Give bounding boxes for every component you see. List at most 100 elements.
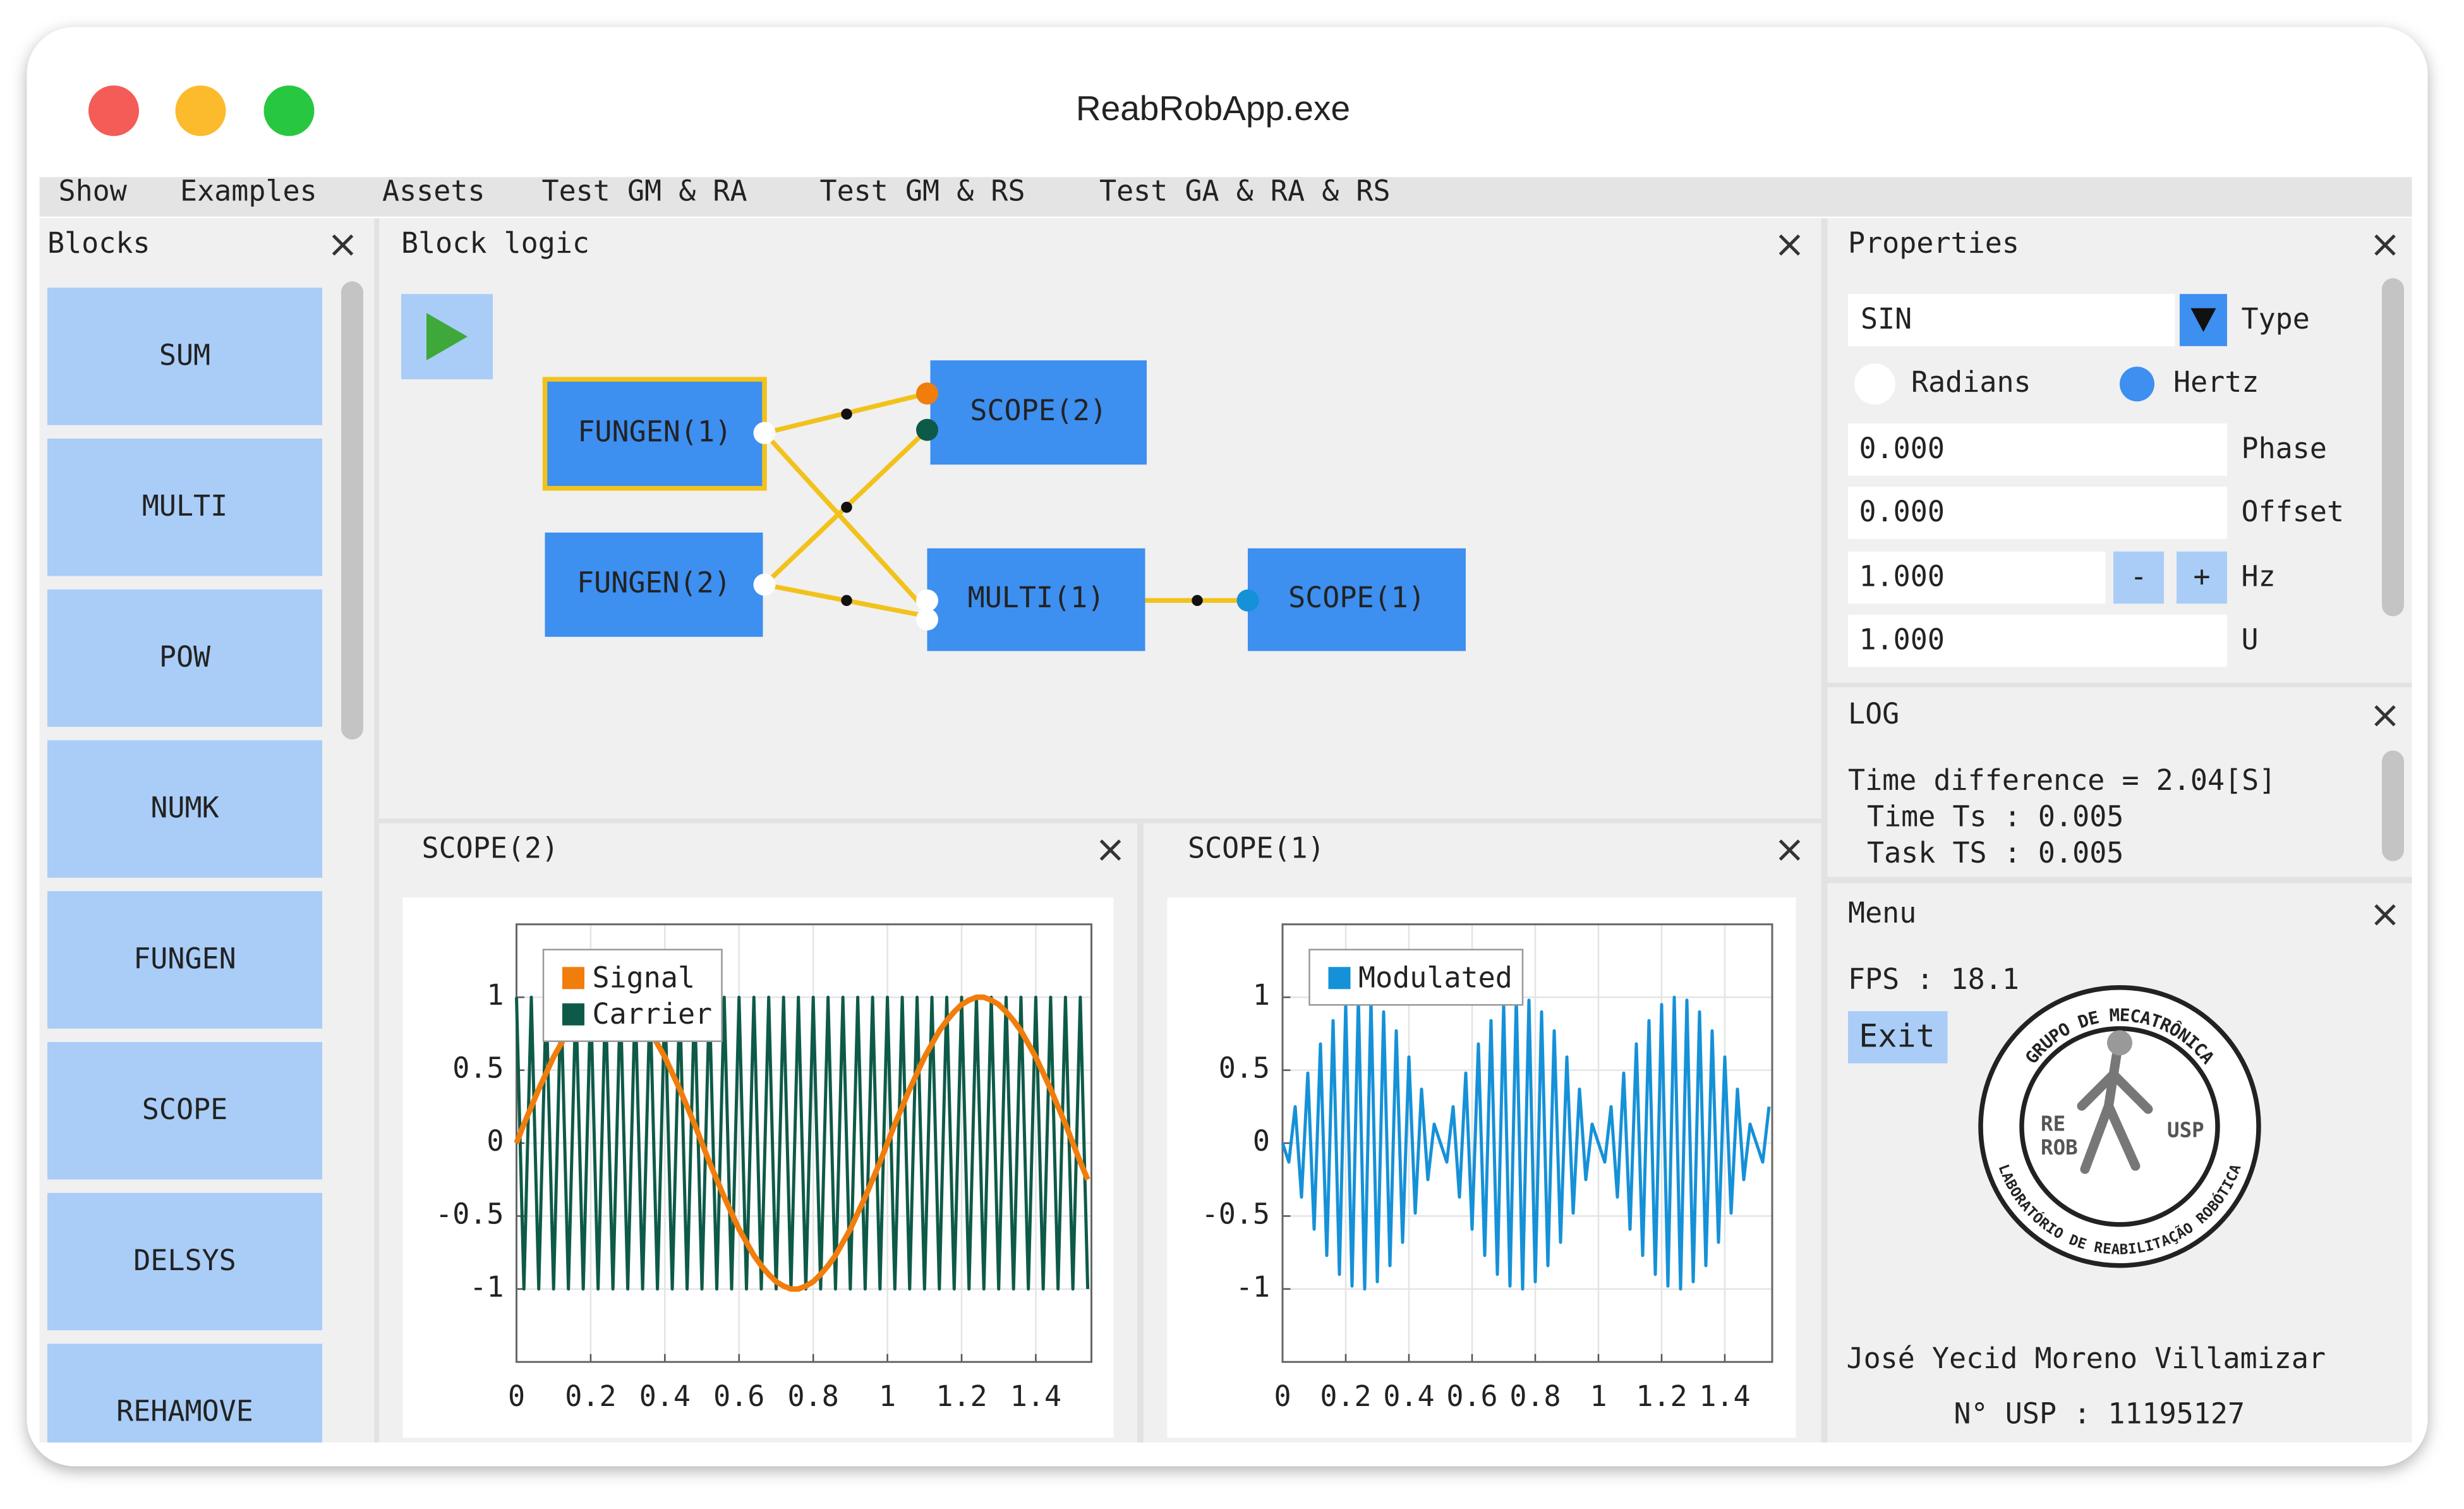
block-button[interactable] <box>47 891 322 1029</box>
scrollbar[interactable] <box>2382 278 2404 617</box>
block-button[interactable] <box>47 1042 322 1180</box>
node[interactable] <box>927 548 1145 651</box>
x-tick-label: 0.4 <box>639 1379 691 1413</box>
port <box>753 421 776 444</box>
block-label: NUMK <box>150 791 219 825</box>
type-value: SIN <box>1861 302 1912 336</box>
block-label: SUM <box>159 338 210 372</box>
input-field[interactable] <box>1848 423 2227 476</box>
x-tick-label: 0.8 <box>1509 1379 1561 1413</box>
node[interactable] <box>1248 548 1466 651</box>
node-label: MULTI(1) <box>968 581 1105 614</box>
panel-divider <box>379 818 1821 823</box>
menu-item[interactable]: Test GA & RA & RS <box>1099 174 1391 207</box>
menu-item[interactable]: Show <box>59 174 128 207</box>
log-line: Time difference = 2.04[S] <box>1848 763 2276 797</box>
close-button[interactable] <box>1779 839 1801 861</box>
decrement-button[interactable] <box>2113 551 2164 604</box>
logo-text: ROB <box>2041 1136 2078 1160</box>
close-icon <box>1099 839 1121 861</box>
exit-button[interactable] <box>1848 1011 1948 1064</box>
legend-label: Carrier <box>593 997 713 1031</box>
menu-item[interactable]: Assets <box>382 174 485 207</box>
y-tick-label: -0.5 <box>1202 1197 1270 1230</box>
connection-dot <box>1192 595 1203 606</box>
legend-box <box>542 948 723 1042</box>
close-button[interactable] <box>2374 705 2396 727</box>
y-tick-label: -0.5 <box>435 1197 504 1230</box>
panel-title: SCOPE(2) <box>422 831 559 864</box>
block-button[interactable] <box>47 740 322 878</box>
block-button[interactable] <box>47 439 322 576</box>
close-icon <box>2374 904 2396 926</box>
port <box>1236 589 1259 612</box>
input-field[interactable] <box>1848 614 2227 667</box>
x-tick-label: 1.4 <box>1010 1379 1061 1413</box>
close-button[interactable] <box>332 234 354 256</box>
panel-title: SCOPE(1) <box>1188 831 1325 864</box>
connection-dot <box>841 595 852 606</box>
close-button[interactable] <box>2374 904 2396 926</box>
x-tick-label: 1 <box>1590 1379 1607 1413</box>
maximize-window[interactable] <box>263 85 315 136</box>
node-label: SCOPE(2) <box>970 394 1107 427</box>
usp-number: N° USP : 11195127 <box>1954 1397 2245 1430</box>
port <box>916 589 938 612</box>
port <box>753 573 776 596</box>
scrollbar[interactable] <box>2382 750 2404 861</box>
close-icon <box>2374 705 2396 727</box>
legend-swatch <box>562 967 584 990</box>
field-label: Offset <box>2242 495 2345 528</box>
x-tick-label: 0.6 <box>1446 1379 1497 1413</box>
type-select[interactable] <box>1848 294 2175 346</box>
decrement-label: - <box>2130 559 2147 593</box>
panel-title: Menu <box>1848 896 1916 930</box>
block-label: FUNGEN <box>133 942 236 975</box>
panel-divider <box>1827 682 2412 688</box>
menu-item[interactable]: Test GM & RS <box>820 174 1025 207</box>
author-name: José Yecid Moreno Villamizar <box>1847 1342 2326 1375</box>
x-tick-label: 0.4 <box>1383 1379 1434 1413</box>
legend-label: Modulated <box>1358 961 1513 994</box>
block-button[interactable] <box>47 1343 322 1482</box>
input-field[interactable] <box>1848 487 2227 539</box>
block-button[interactable] <box>47 288 322 425</box>
node[interactable] <box>545 532 763 637</box>
radio-button[interactable] <box>1854 363 1895 405</box>
input-field[interactable] <box>1848 551 2106 604</box>
x-tick-label: 0.2 <box>1320 1379 1371 1413</box>
field-label: U <box>2242 622 2259 656</box>
block-label: SCOPE <box>142 1093 227 1126</box>
logo-figure <box>2077 1050 2153 1174</box>
close-button[interactable] <box>1099 839 1121 861</box>
connection-dot <box>841 408 852 420</box>
increment-button[interactable] <box>2177 551 2227 604</box>
logo-text: RE <box>2041 1112 2065 1136</box>
x-tick-label: 1.4 <box>1699 1379 1750 1413</box>
block-list: SUM MULTI POW NUMK FUNGEN SCOPE DELSYS REHAMOVE <box>47 288 322 1482</box>
panel-title: LOG <box>1848 697 1899 730</box>
x-tick-label: 1.2 <box>1636 1379 1687 1413</box>
x-tick-label: 0.8 <box>788 1379 839 1413</box>
node[interactable] <box>542 377 767 491</box>
panel-divider <box>1821 218 1828 1443</box>
node[interactable] <box>930 360 1147 465</box>
log-line: Time Ts : 0.005 <box>1867 799 2123 833</box>
node-label: FUNGEN(1) <box>577 415 732 449</box>
logo-head <box>2107 1030 2132 1056</box>
scrollbar[interactable] <box>341 281 363 740</box>
block-button[interactable] <box>47 589 322 727</box>
menu-item[interactable]: Examples <box>180 174 317 207</box>
close-window[interactable] <box>88 85 139 136</box>
menu-item[interactable]: Test GM & RA <box>542 174 747 207</box>
window-title: ReabRobApp.exe <box>1076 88 1350 128</box>
close-button[interactable] <box>1779 234 1801 256</box>
panel-title: Blocks <box>47 226 150 260</box>
block-button[interactable] <box>47 1192 322 1331</box>
field-label: Phase <box>2242 432 2327 465</box>
close-button[interactable] <box>2374 234 2396 256</box>
node-label: FUNGEN(2) <box>577 566 731 599</box>
minimize-window[interactable] <box>175 85 226 136</box>
radio-button[interactable] <box>2120 367 2154 402</box>
